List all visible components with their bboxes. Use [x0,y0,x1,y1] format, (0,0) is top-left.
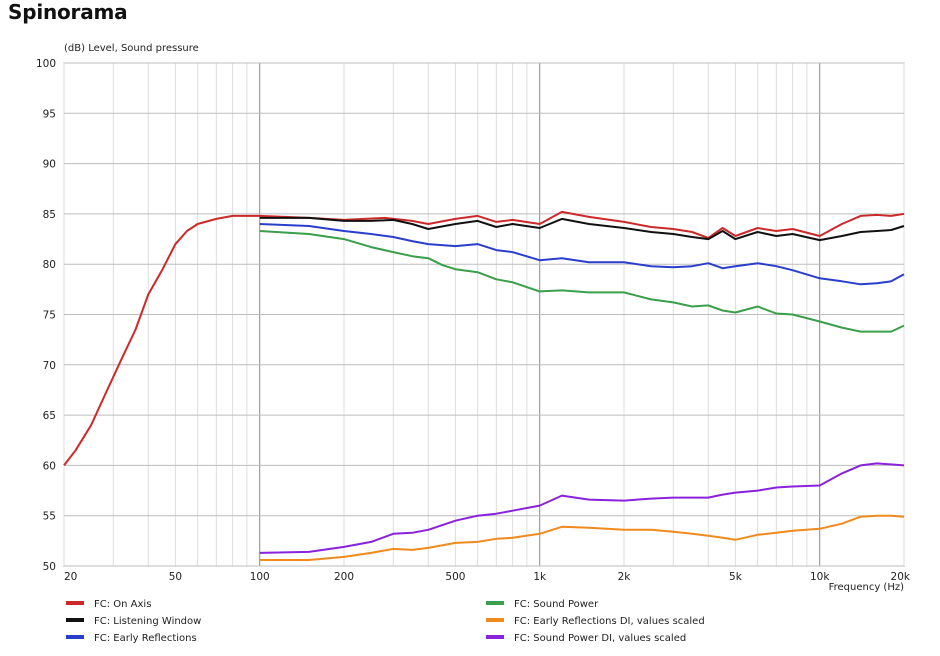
y-axis-label: (dB) Level, Sound pressure [64,43,199,54]
legend-swatch [66,601,84,605]
legend-label: FC: Sound Power DI, values scaled [514,633,686,644]
page-title: Spinorama [8,0,128,24]
legend-label: FC: On Axis [94,599,151,610]
legend-label: FC: Listening Window [94,616,201,627]
y-tick-label: 65 [43,410,56,422]
x-tick-label: 100 [250,571,270,583]
y-tick-label: 90 [43,159,56,171]
series-line [259,514,905,561]
legend-swatch [486,618,504,622]
x-tick-label: 200 [334,571,354,583]
legend-swatch [486,601,504,605]
legend-swatch [66,618,84,622]
series-line [63,210,905,467]
legend-label: FC: Early Reflections DI, values scaled [514,616,705,627]
grid [63,62,905,567]
legend-label: FC: Early Reflections [94,633,197,644]
x-tick-label: 20 [64,571,77,583]
y-tick-label: 60 [43,460,56,472]
x-tick-label: 500 [445,571,465,583]
y-tick-label: 75 [43,310,56,322]
x-axis-label: Frequency (Hz) [829,582,905,593]
y-tick-label: 80 [43,259,56,271]
legend-label: FC: Sound Power [514,599,599,610]
y-tick-label: 85 [43,209,56,221]
series-layer [63,210,905,561]
x-tick-label: 10k [810,571,830,583]
y-tick-label: 50 [43,561,56,573]
series-line [259,462,905,554]
y-tick-label: 95 [43,108,56,120]
y-tick-label: 100 [36,58,56,70]
series-line [259,223,905,286]
legend-swatch [486,635,504,639]
series-line [259,230,905,333]
x-tick-label: 50 [169,571,182,583]
legend: FC: On Axis FC: Listening Window FC: Early… [66,599,705,644]
legend-swatch [66,635,84,639]
y-tick-label: 70 [43,360,56,372]
x-tick-label: 5k [729,571,743,583]
y-tick-label: 55 [43,511,56,523]
series-line [259,216,905,242]
x-tick-label: 20k [891,571,911,583]
tick-labels: 50 55 60 65 70 75 80 85 90 95 100 20 50 100 200 500 1k 2k… [36,58,911,583]
x-tick-label: 1k [533,571,547,583]
x-tick-label: 2k [618,571,632,583]
